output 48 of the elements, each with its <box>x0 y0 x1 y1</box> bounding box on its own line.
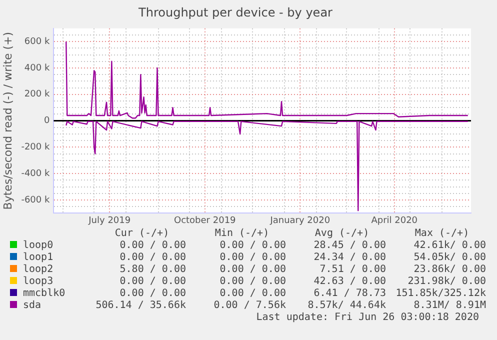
legend-label: sda <box>22 300 42 312</box>
y-tick-label: -600 k <box>21 195 50 206</box>
text: Min (-/+) <box>214 228 270 240</box>
text: 0.00 / 0.00 <box>218 288 287 300</box>
text: 0.00 / 0.00 <box>118 276 187 288</box>
y-tick-label: 600 k <box>24 36 50 47</box>
x-tick-label: January 2020 <box>269 216 330 226</box>
text: 0.00 / 0.00 <box>118 240 187 252</box>
text: 0.00 / 0.00 <box>218 264 287 276</box>
y-tick-label: 0 <box>44 116 50 126</box>
y-tick-label: 200 k <box>24 90 50 100</box>
x-tick-label: July 2019 <box>88 216 131 226</box>
legend-label: loop0 <box>22 240 54 252</box>
text: 42.61k/ 0.00 <box>412 240 487 252</box>
x-tick-label: October 2019 <box>174 216 236 226</box>
text: 7.51 / 0.00 <box>318 264 387 276</box>
legend-label: loop1 <box>22 252 54 264</box>
text: Max (-/+) <box>414 228 470 240</box>
text: 8.57k/ 44.64k <box>306 300 387 312</box>
text: 28.45 / 0.00 <box>312 240 387 252</box>
text: Last update: Fri Jun 26 03:00:18 2020 <box>255 312 480 324</box>
y-tick-label: -200 k <box>21 142 50 153</box>
text: Avg (-/+) <box>314 228 370 240</box>
y-axis-title: Bytes/second read (-) / write (+) <box>1 32 14 210</box>
legend-label: loop3 <box>22 276 54 288</box>
chart-title: Throughput per device - by year <box>138 5 333 20</box>
y-tick-label: -400 k <box>21 168 50 179</box>
text: 42.63 / 0.00 <box>312 276 387 288</box>
text: 231.98k/ 0.00 <box>406 276 487 288</box>
text: 506.14 / 35.66k <box>94 300 187 312</box>
text: 54.05k/ 0.00 <box>412 252 487 264</box>
text: 0.00 / 0.00 <box>118 288 187 300</box>
text: Cur (-/+) <box>114 228 170 240</box>
text: 6.41 / 78.73 <box>312 288 387 300</box>
text: 0.00 / 7.56k <box>212 300 287 312</box>
y-tick-label: 400 k <box>24 63 50 74</box>
text: 0.00 / 0.00 <box>118 252 187 264</box>
text: 0.00 / 0.00 <box>218 276 287 288</box>
text: 151.85k/325.12k <box>394 288 487 300</box>
text: 8.31M/ 8.91M <box>412 300 487 312</box>
text: 23.86k/ 0.00 <box>412 264 487 276</box>
legend-label: loop2 <box>22 264 54 276</box>
text: 5.80 / 0.00 <box>118 264 187 276</box>
text: 0.00 / 0.00 <box>218 240 287 252</box>
x-tick-label: April 2020 <box>371 216 418 226</box>
text: 0.00 / 0.00 <box>218 252 287 264</box>
text: 24.34 / 0.00 <box>312 252 387 264</box>
legend-label: mmcblk0 <box>22 288 66 300</box>
